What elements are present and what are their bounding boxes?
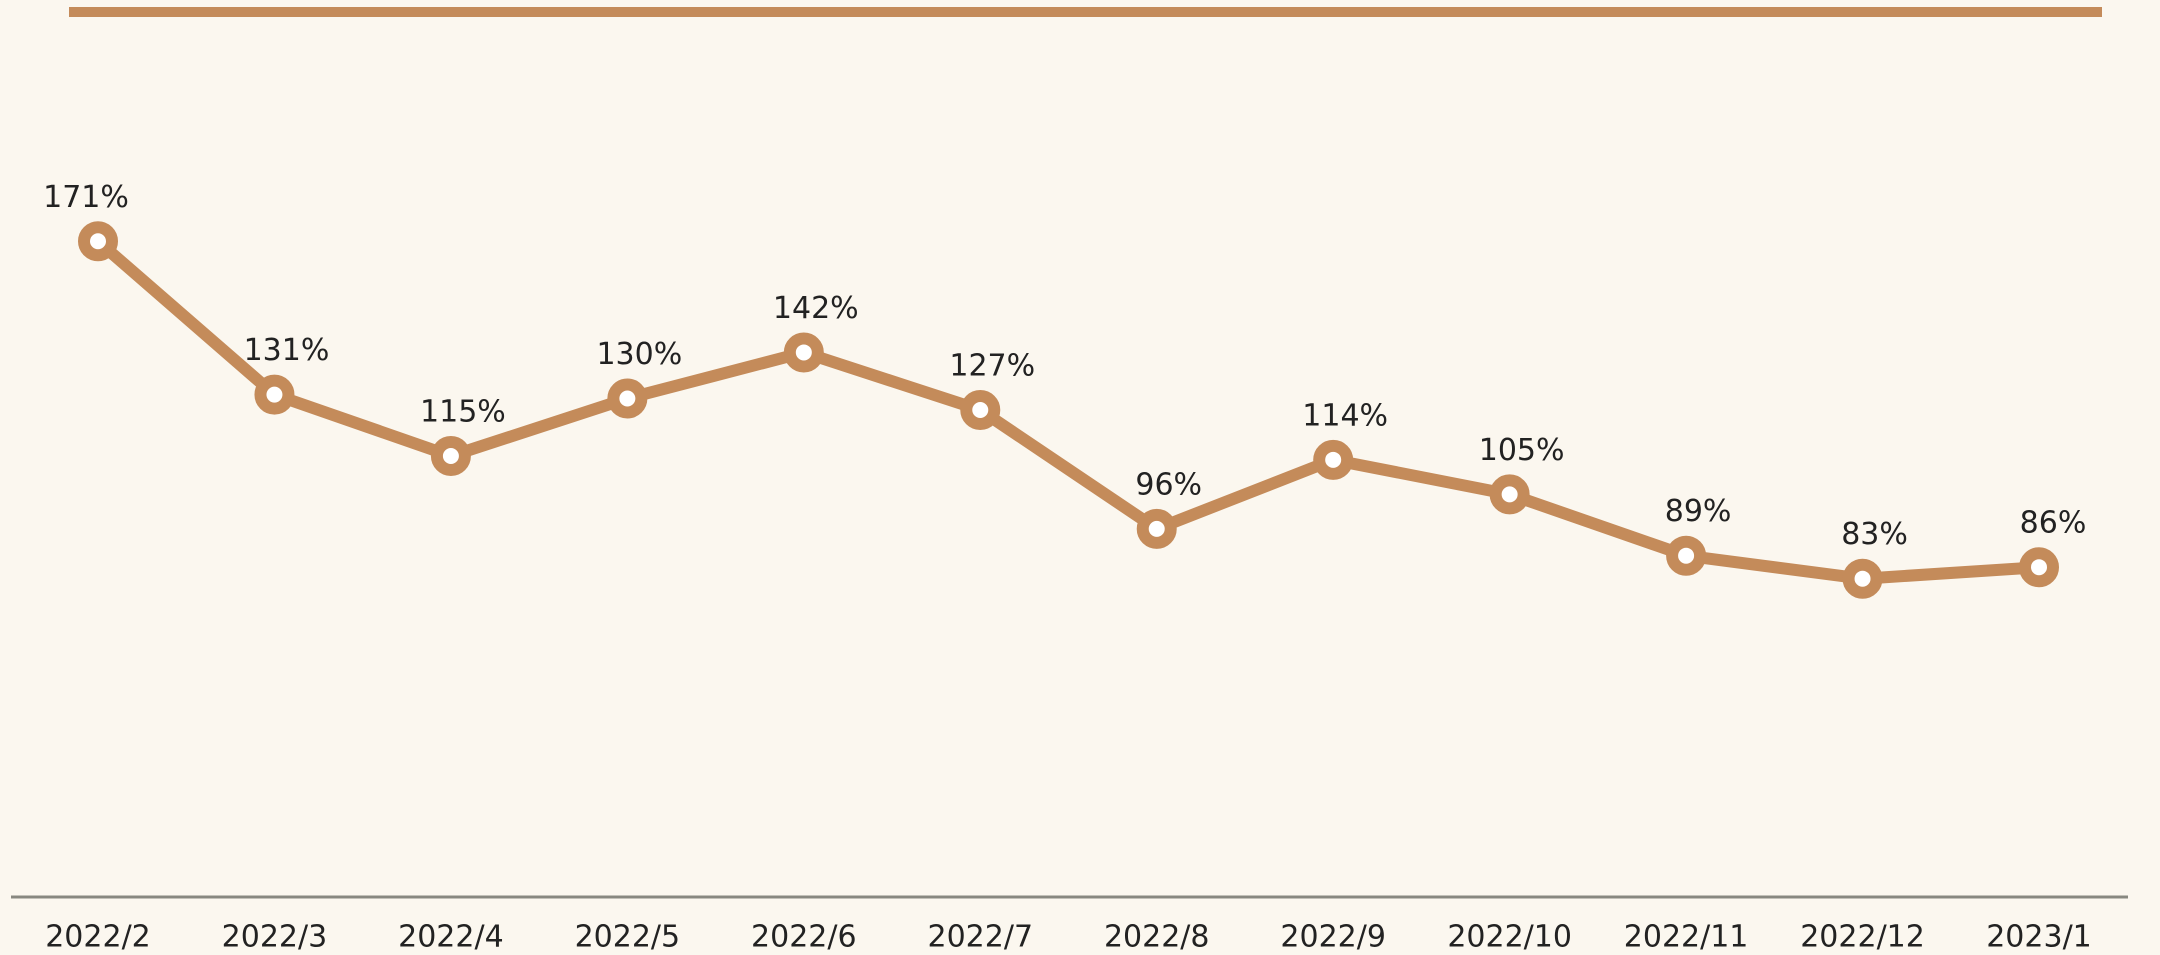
x-tick-label: 2022/5 xyxy=(575,920,681,955)
point xyxy=(254,374,295,415)
x-tick-label: 2022/7 xyxy=(927,920,1033,955)
data-label: 127% xyxy=(949,348,1035,383)
data-label: 89% xyxy=(1665,494,1732,529)
x-tick-label: 2022/2 xyxy=(45,920,151,955)
data-label: 115% xyxy=(420,395,506,430)
data-label: 86% xyxy=(2020,506,2087,541)
point xyxy=(1136,508,1177,549)
x-tick-label: 2022/6 xyxy=(751,920,857,955)
point xyxy=(1666,535,1707,576)
x-tick-label: 2023/1 xyxy=(1986,920,2092,955)
x-tick-label: 2022/8 xyxy=(1104,920,1210,955)
point xyxy=(960,389,1001,430)
x-tick-label: 2022/4 xyxy=(398,920,504,955)
point xyxy=(78,221,118,262)
x-tick-label: 2022/10 xyxy=(1447,920,1572,955)
data-label: 131% xyxy=(244,333,330,368)
data-label: 83% xyxy=(1841,517,1908,552)
data-label: 105% xyxy=(1479,433,1565,468)
point xyxy=(1489,474,1530,515)
data-label: 171% xyxy=(43,180,129,215)
point xyxy=(1842,558,1883,599)
data-label: 96% xyxy=(1135,467,1202,502)
data-label: 114% xyxy=(1302,398,1388,433)
x-tick-label: 2022/12 xyxy=(1800,920,1925,955)
point xyxy=(2019,547,2059,588)
point xyxy=(1313,439,1354,480)
x-tick-label: 2022/9 xyxy=(1280,920,1386,955)
data-label: 142% xyxy=(773,291,859,326)
x-tick-label: 2022/3 xyxy=(222,920,328,955)
point xyxy=(783,332,824,373)
x-tick-label: 2022/11 xyxy=(1624,920,1749,955)
point xyxy=(607,378,648,419)
point xyxy=(430,436,471,476)
data-label: 130% xyxy=(596,337,682,372)
line xyxy=(94,236,2040,585)
